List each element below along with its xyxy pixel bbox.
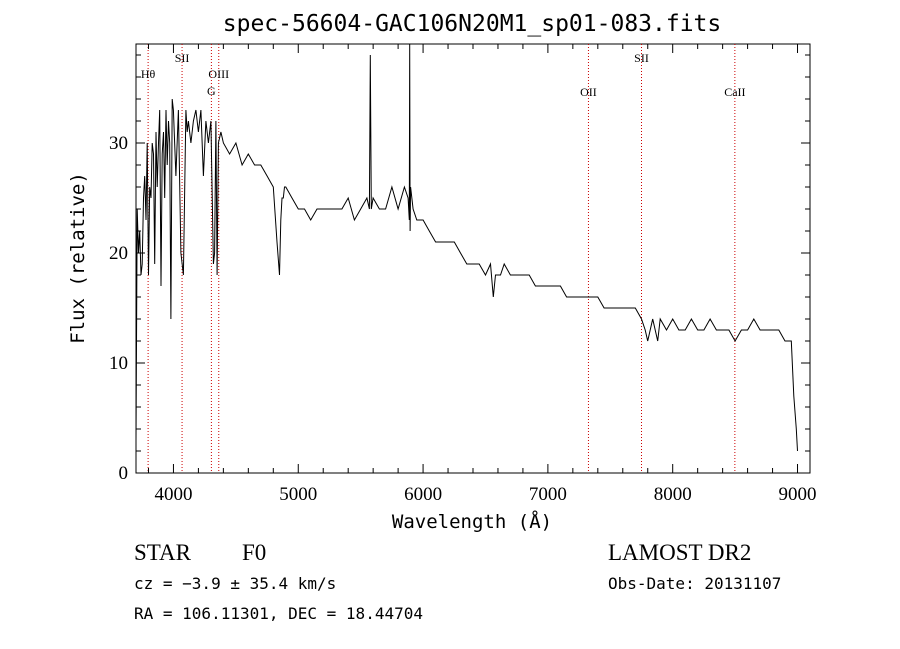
plot-frame	[135, 43, 811, 474]
x-tick-label: 6000	[404, 484, 442, 505]
x-tick-label: 9000	[779, 484, 817, 505]
object-class: STAR	[134, 540, 192, 565]
x-tick-label: 8000	[654, 484, 692, 505]
coordinates: RA = 106.11301, DEC = 18.44704	[134, 604, 423, 623]
marker-label: OII	[580, 85, 597, 99]
x-axis-ticks: 4000 5000 6000 7000 8000 9000	[147, 44, 817, 505]
y-tick-label: 10	[109, 353, 128, 374]
marker-label: G	[207, 84, 216, 98]
x-tick-label: 7000	[529, 484, 567, 505]
y-tick-label: 0	[119, 463, 129, 484]
marker-label: SII	[175, 51, 190, 65]
spectral-line-markers: Hθ SII OIII G OII SII CaII	[141, 44, 746, 473]
object-subclass: F0	[242, 540, 266, 565]
y-axis-label: Flux (relative)	[67, 172, 89, 344]
marker-label: OIII	[208, 67, 229, 81]
redshift-cz: cz = −3.9 ± 35.4 km/s	[134, 574, 336, 593]
y-tick-label: 20	[109, 243, 128, 264]
x-tick-label: 5000	[279, 484, 317, 505]
info-panel: STAR F0 LAMOST DR2 cz = −3.9 ± 35.4 km/s…	[134, 540, 781, 623]
observation-date: Obs-Date: 20131107	[608, 574, 781, 593]
x-axis-label: Wavelength (Å)	[392, 510, 552, 533]
x-tick-label: 4000	[154, 484, 192, 505]
plot-area: Hθ SII OIII G OII SII CaII 4000 5000 6000 7000 800…	[109, 43, 817, 505]
y-axis-ticks: 0 10 20 30	[109, 54, 810, 484]
y-tick-label: 30	[109, 133, 128, 154]
marker-label: Hθ	[141, 67, 156, 81]
marker-label: CaII	[724, 85, 745, 99]
spectrum-series	[135, 43, 798, 452]
spectrum-line	[135, 43, 798, 452]
survey-name: LAMOST DR2	[608, 540, 751, 565]
marker-label: SII	[634, 51, 649, 65]
chart-title: spec-56604-GAC106N20M1_sp01-083.fits	[223, 11, 722, 37]
